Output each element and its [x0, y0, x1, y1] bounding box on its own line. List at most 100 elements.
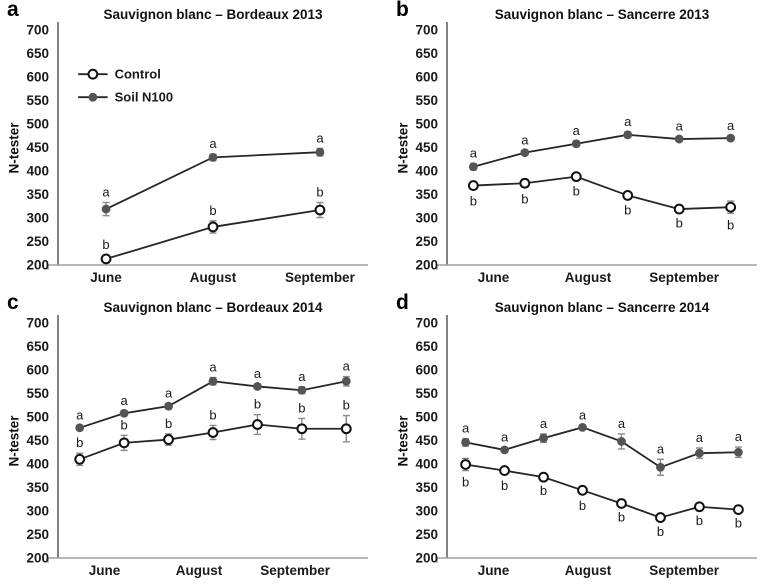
sig-letter: b — [76, 435, 83, 450]
series-line — [465, 426, 739, 469]
y-tick-label: 700 — [415, 23, 438, 38]
legend-label: Soil N100 — [115, 90, 174, 105]
y-tick-label: 200 — [415, 258, 438, 273]
data-point-marker-open — [74, 453, 86, 465]
sig-letter: b — [254, 397, 261, 412]
panel-d: d Sauvignon blanc – Sancerre 2014 N-test… — [389, 291, 778, 586]
x-tick-label: September — [260, 563, 331, 578]
data-point-marker-open — [118, 437, 130, 449]
data-point-marker-open — [725, 201, 737, 213]
sig-letter: b — [657, 524, 664, 539]
sig-letter: b — [696, 513, 703, 528]
data-point-marker-open — [655, 512, 666, 523]
x-tick-label: September — [649, 563, 720, 578]
data-point-marker-filled — [656, 462, 665, 472]
data-point-marker-open — [163, 434, 174, 445]
y-tick-label: 600 — [26, 70, 49, 85]
x-tick-label: September — [285, 270, 356, 285]
sig-letter: b — [209, 203, 216, 218]
x-tick-label: June — [90, 270, 122, 285]
sig-letter: a — [618, 416, 626, 431]
sig-letter: a — [501, 430, 509, 445]
series-line — [473, 133, 731, 168]
series-control: b b b b b b b b — [460, 457, 744, 539]
legend-label: Control — [115, 67, 161, 82]
sig-letter: b — [579, 498, 586, 513]
data-point-marker-filled — [88, 92, 98, 102]
series-soil-n100: a a a a a a — [468, 114, 736, 172]
data-point-marker-open — [538, 471, 549, 483]
x-tick-label: September — [649, 270, 720, 285]
y-tick-label: 500 — [415, 117, 438, 132]
sig-letter: b — [676, 215, 683, 230]
y-tick-label: 200 — [26, 258, 49, 273]
sig-letter: b — [573, 183, 580, 198]
sig-letter: a — [579, 407, 587, 422]
y-tick-label: 600 — [415, 363, 438, 378]
y-tick-label: 650 — [415, 46, 438, 61]
series-control: b b b b b b — [467, 171, 737, 232]
y-tick-label: 400 — [415, 457, 438, 472]
sig-letter: b — [316, 184, 323, 199]
data-point-marker-filled — [539, 433, 548, 443]
panel-letter-b: b — [396, 0, 409, 21]
y-tick-label: 450 — [26, 140, 49, 155]
sig-letter: a — [298, 369, 306, 384]
y-tick-label: 250 — [415, 527, 438, 542]
data-point-marker-open — [570, 171, 582, 183]
data-point-marker-filled — [695, 448, 704, 458]
data-point-marker-open — [87, 68, 99, 80]
y-tick-label: 650 — [26, 46, 49, 61]
x-tick-label: August — [565, 563, 612, 578]
y-tick-label: 700 — [415, 316, 438, 331]
data-point-marker-open — [733, 504, 744, 515]
chart-canvas-d: 700 650 600 550 500 450 400 350 300 250 200 June Aug… — [415, 315, 757, 578]
y-tick-label: 300 — [415, 504, 438, 519]
y-tick-label: 550 — [415, 93, 438, 108]
y-tick-label: 300 — [415, 211, 438, 226]
y-tick-label: 350 — [415, 187, 438, 202]
y-tick-label: 300 — [26, 504, 49, 519]
sig-letter: b — [165, 416, 172, 431]
y-tick-label: 450 — [26, 433, 49, 448]
data-point-marker-filled — [208, 376, 218, 386]
sig-letter: a — [343, 359, 351, 374]
y-tick-label: 600 — [26, 363, 49, 378]
sig-letter: b — [102, 237, 109, 252]
sig-letter: a — [76, 407, 84, 422]
sig-letter: b — [618, 509, 625, 524]
y-tick-label: 300 — [26, 211, 49, 226]
sig-letter: b — [501, 478, 508, 493]
x-tick-label: June — [478, 563, 510, 578]
y-tick-label: 450 — [415, 433, 438, 448]
data-point-marker-open — [100, 253, 112, 265]
sig-letter: a — [540, 416, 548, 431]
panel-letter-a: a — [7, 0, 19, 21]
data-point-marker-filled — [297, 385, 307, 395]
sig-letter: a — [462, 421, 470, 436]
sig-letter: a — [209, 360, 217, 375]
y-tick-label: 550 — [26, 93, 49, 108]
chart-title-a: Sauvignon blanc – Bordeaux 2013 — [103, 7, 323, 22]
sig-letter: a — [521, 132, 529, 147]
sig-letter: b — [298, 400, 305, 415]
data-point-marker-open — [467, 180, 479, 191]
y-tick-label: 600 — [415, 70, 438, 85]
data-point-marker-filled — [119, 408, 129, 418]
panel-a: a Sauvignon blanc – Bordeaux 2013 N-test… — [0, 0, 389, 293]
data-point-marker-filled — [674, 134, 684, 144]
data-point-marker-open — [519, 177, 531, 189]
data-point-marker-open — [252, 419, 263, 430]
series-control: b b b b b b b — [74, 397, 352, 467]
sig-letter: b — [470, 193, 477, 208]
data-point-marker-open — [296, 423, 308, 435]
series-line — [465, 463, 739, 519]
y-tick-label: 400 — [26, 457, 49, 472]
data-point-marker-open — [207, 221, 219, 233]
y-tick-label: 350 — [26, 187, 49, 202]
sig-letter: b — [540, 483, 547, 498]
sig-letter: a — [121, 393, 129, 408]
sig-letter: b — [209, 407, 216, 422]
panel-letter-c: c — [7, 291, 19, 314]
data-point-marker-filled — [734, 447, 743, 457]
